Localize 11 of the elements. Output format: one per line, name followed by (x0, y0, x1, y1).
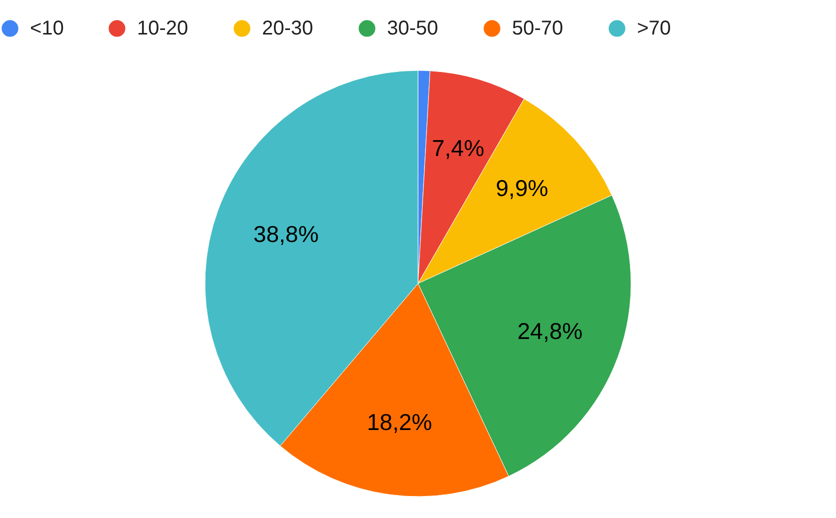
legend-label: <10 (30, 17, 64, 40)
legend-label: >70 (637, 17, 671, 40)
data-label: 18,2% (366, 408, 432, 435)
legend-label: 20-30 (262, 17, 314, 40)
data-label: 24,8% (517, 318, 583, 344)
legend-label: 30-50 (387, 17, 438, 40)
data-label: 9,9% (496, 174, 548, 201)
data-label: 38,8% (253, 221, 319, 248)
legend-label: 10-20 (137, 17, 188, 40)
data-label: 7,4% (432, 134, 484, 161)
legend-label: 50-70 (512, 17, 564, 40)
